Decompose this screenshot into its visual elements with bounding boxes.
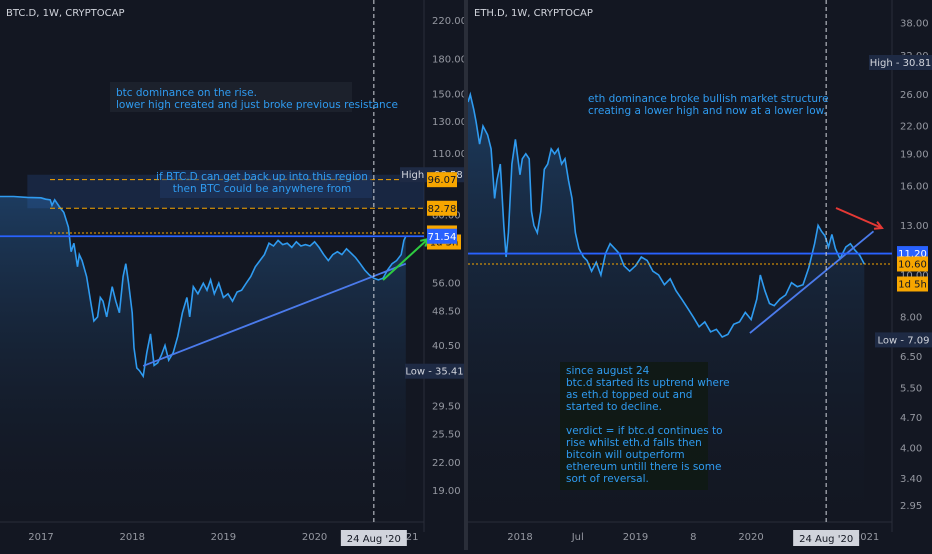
annotation-text: started to decline.	[566, 401, 662, 413]
annotation-box	[110, 82, 352, 112]
x-tick-label: 2018	[119, 532, 144, 543]
annotation-text: ethereum untill there is some	[566, 461, 721, 473]
annotation-text: btc.d started its uptrend where	[566, 377, 730, 389]
y-tick-label: 5.50	[900, 383, 922, 394]
level-82-label: 82.78	[428, 204, 457, 215]
high-price-label-bg	[869, 55, 932, 71]
date-marker-bg	[340, 530, 407, 546]
eth-dominance-chart: 38.0032.0026.0022.0019.0016.0013.0010.00…	[467, 0, 932, 546]
y-tick-label: 10.00	[900, 270, 929, 281]
annotation-box	[160, 170, 372, 198]
y-tick-label: 80.00	[432, 210, 461, 221]
level-96-label-bg	[427, 172, 457, 188]
btc-dominance-chart: 220.00 180.00 150.00 130.00 110.00 80.00 56.00…	[0, 0, 467, 546]
y-tick-label: 16.00	[900, 182, 929, 193]
y-tick-label: 48.50	[432, 306, 461, 317]
annotation-text: rise whilst eth.d falls then	[566, 437, 702, 449]
y-tick-label: 8.00	[900, 313, 922, 324]
pane-divider[interactable]	[464, 0, 468, 550]
date-marker-bg	[793, 530, 860, 546]
annotation-text: since august 24	[566, 365, 650, 377]
annotation-text: eth dominance broke bullish market struc…	[588, 93, 829, 105]
date-marker-label: 24 Aug '20	[799, 534, 853, 545]
y-tick-label: 3.40	[900, 474, 922, 485]
red-arrow-head	[873, 221, 884, 230]
dominance-line	[0, 195, 407, 379]
x-tick-label: 8	[690, 532, 696, 543]
chart-title: ETH.D, 1W, CRYPTOCAP	[474, 8, 593, 19]
x-tick-label: 2019	[211, 532, 236, 543]
y-tick-label: 13.00	[900, 221, 929, 232]
x-tick-label: Jul	[571, 532, 584, 543]
y-tick-label: 29.50	[432, 402, 461, 413]
y-tick-label: 25.50	[432, 430, 461, 441]
low-price-label: Low - 35.41	[405, 367, 463, 378]
y-tick-label: 130.00	[432, 117, 464, 128]
annotation-text: if BTC.D can get back up into this regio…	[156, 171, 368, 183]
level-96-label: 96.07	[428, 175, 457, 186]
y-tick-label: 110.00	[432, 149, 464, 160]
annotation-text: as eth.d topped out and	[566, 389, 692, 401]
y-tick-label: 4.00	[900, 443, 922, 454]
support-trendline	[749, 230, 875, 334]
y-tick-label: 26.00	[900, 90, 929, 101]
x-tick-label: 2020	[302, 532, 327, 543]
level-10-label-bg	[897, 256, 928, 272]
x-tick-label: 2020	[738, 532, 763, 543]
date-marker-label: 24 Aug '20	[347, 534, 401, 545]
high-price-label: High - 30.81	[870, 58, 932, 69]
low-price-label-bg	[405, 363, 464, 379]
eth-dominance-chart-pane[interactable]: 38.0032.0026.0022.0019.0016.0013.0010.00…	[467, 0, 932, 550]
y-tick-label: 38.00	[900, 18, 929, 29]
x-tick-label: 2017	[28, 532, 53, 543]
annotation-text: lower high created and just broke previo…	[116, 99, 398, 111]
y-tick-label: 22.00	[900, 122, 929, 133]
green-arrow	[382, 238, 429, 281]
level-82-label-bg	[427, 200, 457, 216]
y-tick-label: 180.00	[432, 55, 464, 66]
annotation-text: btc dominance on the rise.	[116, 87, 257, 99]
x-tick-label: 2018	[507, 532, 532, 543]
low-price-label-bg	[875, 332, 932, 348]
red-arrow	[835, 207, 883, 229]
dominance-area	[0, 196, 406, 522]
annotation-text: then BTC could be anywhere from	[173, 183, 351, 195]
y-tick-label: 40.50	[432, 341, 461, 352]
annotation-text: creating a lower high and now at a lower…	[588, 105, 827, 117]
annotation-text: sort of reversal.	[566, 473, 649, 485]
y-tick-label: 220.00	[432, 16, 464, 27]
y-tick-label: 2.95	[900, 501, 922, 512]
y-tick-label: 56.00	[432, 279, 461, 290]
x-tick-label: 2021	[854, 532, 879, 543]
btc-dominance-chart-pane[interactable]: 220.00 180.00 150.00 130.00 110.00 80.00 56.00…	[0, 0, 467, 550]
y-tick-label: 150.00	[432, 90, 464, 101]
y-tick-label: 22.00	[432, 458, 461, 469]
annotation-box	[560, 362, 708, 490]
support-trendline	[142, 262, 407, 367]
level-71-label: 71.54	[428, 232, 457, 243]
annotation-text: bitcoin will outperform	[566, 449, 685, 461]
y-tick-label: 19.00	[900, 149, 929, 160]
level-11-label: 11.20	[898, 249, 927, 260]
level-71-label-bg	[427, 228, 457, 244]
countdown-label-bg	[897, 276, 928, 292]
dominance-line	[467, 91, 866, 338]
annotation-text: verdict = if btc.d continues to	[566, 425, 723, 437]
level-10-label: 10.60	[898, 259, 927, 270]
x-tick-label: 2019	[623, 532, 648, 543]
countdown-label: 1d 5h	[898, 280, 927, 291]
y-tick-label: 4.70	[900, 413, 922, 424]
y-tick-label: 19.00	[432, 486, 461, 497]
low-price-label: Low - 7.09	[878, 335, 930, 346]
y-tick-label: 6.50	[900, 352, 922, 363]
chart-title: BTC.D, 1W, CRYPTOCAP	[6, 8, 124, 19]
